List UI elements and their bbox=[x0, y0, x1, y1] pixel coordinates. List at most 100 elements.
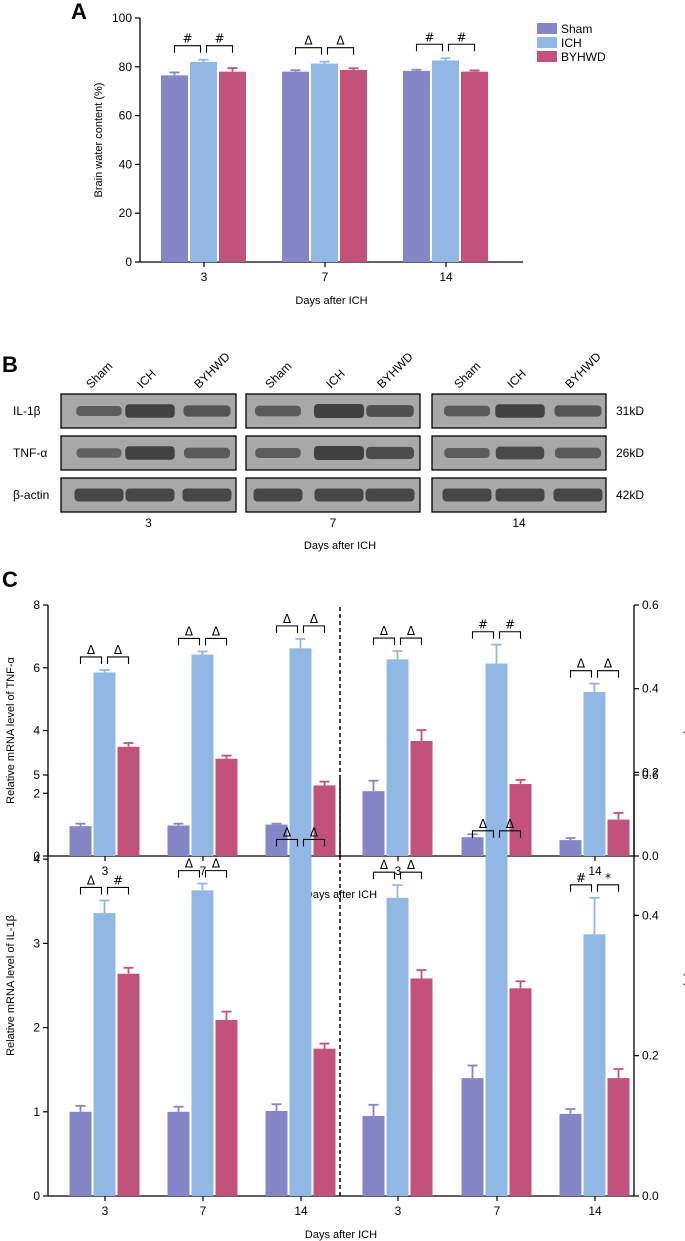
bar-byhwd bbox=[410, 740, 433, 856]
significance-mark: Δ bbox=[185, 857, 194, 871]
lane-label: Sham bbox=[262, 359, 294, 391]
significance-bracket bbox=[399, 871, 423, 880]
bar-ich bbox=[289, 648, 312, 856]
significance-mark: Δ bbox=[407, 858, 416, 872]
protein-band bbox=[253, 488, 303, 502]
protein-band bbox=[183, 405, 231, 417]
bar-sham bbox=[362, 791, 385, 856]
significance-mark: Δ bbox=[114, 643, 123, 657]
significance-bracket bbox=[79, 886, 103, 895]
legend-swatch-sham bbox=[537, 23, 557, 34]
significance-mark: Δ bbox=[87, 873, 96, 887]
significance-mark: Δ bbox=[336, 34, 345, 48]
y-right-tick-label: 0.4 bbox=[642, 908, 659, 922]
bar-sham bbox=[265, 1110, 288, 1196]
bar-ich bbox=[93, 672, 116, 856]
y-tick-label: 0 bbox=[33, 849, 40, 863]
x-tick-label: 14 bbox=[588, 864, 602, 878]
protein-band bbox=[76, 406, 122, 416]
protein-band bbox=[314, 488, 364, 502]
protein-band bbox=[125, 488, 175, 502]
significance-mark: Δ bbox=[506, 817, 515, 831]
significance-bracket bbox=[326, 47, 355, 55]
bar-byhwd bbox=[313, 1048, 336, 1196]
significance-mark: Δ bbox=[185, 624, 194, 638]
protein-band bbox=[495, 446, 545, 460]
bar-byhwd bbox=[313, 785, 336, 856]
y-axis-right-title: IL-1β/β-actin bbox=[683, 955, 685, 1017]
bar-ich bbox=[93, 913, 116, 1196]
significance-bracket bbox=[302, 838, 326, 847]
y-tick-label: 2 bbox=[33, 786, 40, 800]
significance-bracket bbox=[205, 45, 234, 53]
bar-ich bbox=[289, 854, 312, 1196]
bar-byhwd bbox=[410, 978, 433, 1196]
x-tick-label: 3 bbox=[395, 864, 402, 878]
significance-mark: Δ bbox=[87, 643, 96, 657]
bar-ich bbox=[191, 654, 214, 856]
bar-byhwd bbox=[215, 1020, 238, 1196]
significance-mark: # bbox=[182, 32, 192, 46]
bar-sham bbox=[362, 1116, 385, 1196]
y-tick-label: 4 bbox=[33, 724, 40, 738]
bar-ich bbox=[583, 934, 606, 1196]
significance-mark: # bbox=[576, 871, 586, 885]
significance-bracket bbox=[79, 656, 103, 664]
bar-sham bbox=[69, 1111, 92, 1196]
lane-label: ICH bbox=[504, 367, 529, 392]
y-tick-label: 20 bbox=[119, 206, 133, 220]
bar-byhwd bbox=[117, 973, 140, 1196]
significance-bracket bbox=[399, 637, 423, 646]
bar-byhwd bbox=[509, 988, 532, 1196]
x-tick-label: 14 bbox=[588, 1204, 602, 1218]
legend-swatch-ich bbox=[537, 37, 557, 48]
molecular-weight-label: 26kD bbox=[616, 446, 644, 460]
significance-bracket bbox=[204, 870, 228, 878]
chart-il-1beta: 0 1 2 3 4 5 0.0 0.2 0.4 0.6 IL-1β/β-actin Relative … bbox=[5, 768, 685, 1241]
bar-sham bbox=[282, 71, 309, 263]
significance-mark: # bbox=[113, 873, 123, 887]
significance-mark: Δ bbox=[380, 858, 389, 872]
bar-ich bbox=[191, 890, 214, 1196]
protein-label: β-actin bbox=[13, 488, 49, 502]
bar-sham bbox=[161, 75, 188, 262]
y-right-tick-label: 0.6 bbox=[642, 598, 659, 612]
x-tick-label: 14 bbox=[439, 270, 453, 284]
lane-label: ICH bbox=[134, 367, 159, 392]
significance-bracket bbox=[294, 47, 323, 55]
significance-mark: Δ bbox=[479, 817, 488, 831]
legend: Sham ICH BYHWD bbox=[537, 22, 606, 64]
x-tick-label: 3 bbox=[395, 1204, 402, 1218]
significance-bracket bbox=[569, 884, 593, 892]
protein-band bbox=[366, 405, 414, 417]
significance-bracket bbox=[204, 637, 228, 646]
panel-letter-a: A bbox=[71, 0, 87, 24]
x-tick-label: 3 bbox=[201, 270, 208, 284]
lane-label: Sham bbox=[83, 359, 115, 391]
x-tick-label: 7 bbox=[200, 1204, 207, 1218]
significance-mark: Δ bbox=[380, 624, 389, 638]
blot-day-label: 14 bbox=[512, 516, 526, 530]
protein-band bbox=[76, 448, 122, 458]
significance-mark: Δ bbox=[304, 34, 313, 48]
x-tick-label: 3 bbox=[102, 1204, 109, 1218]
y-axis-title: Relative mRNA level of IL-1β bbox=[5, 915, 17, 1056]
significance-mark: # bbox=[478, 618, 488, 632]
blot-x-title: Days after ICH bbox=[304, 540, 376, 552]
x-tick-label: 7 bbox=[494, 1204, 501, 1218]
y-right-tick-label: 0.0 bbox=[642, 849, 659, 863]
y-tick-label: 40 bbox=[119, 157, 133, 171]
significance-mark: Δ bbox=[604, 657, 613, 671]
x-tick-label: 7 bbox=[200, 864, 207, 878]
blot-day-label: 3 bbox=[145, 516, 152, 530]
protein-band bbox=[255, 405, 301, 417]
y-tick-label: 100 bbox=[112, 11, 132, 25]
significance-mark: Δ bbox=[212, 624, 221, 638]
significance-bracket bbox=[106, 656, 130, 664]
significance-mark: Δ bbox=[283, 612, 292, 626]
bar-byhwd bbox=[219, 71, 246, 263]
molecular-weight-label: 42kD bbox=[616, 488, 644, 502]
bar-byhwd bbox=[509, 784, 532, 856]
significance-bracket bbox=[372, 871, 396, 880]
